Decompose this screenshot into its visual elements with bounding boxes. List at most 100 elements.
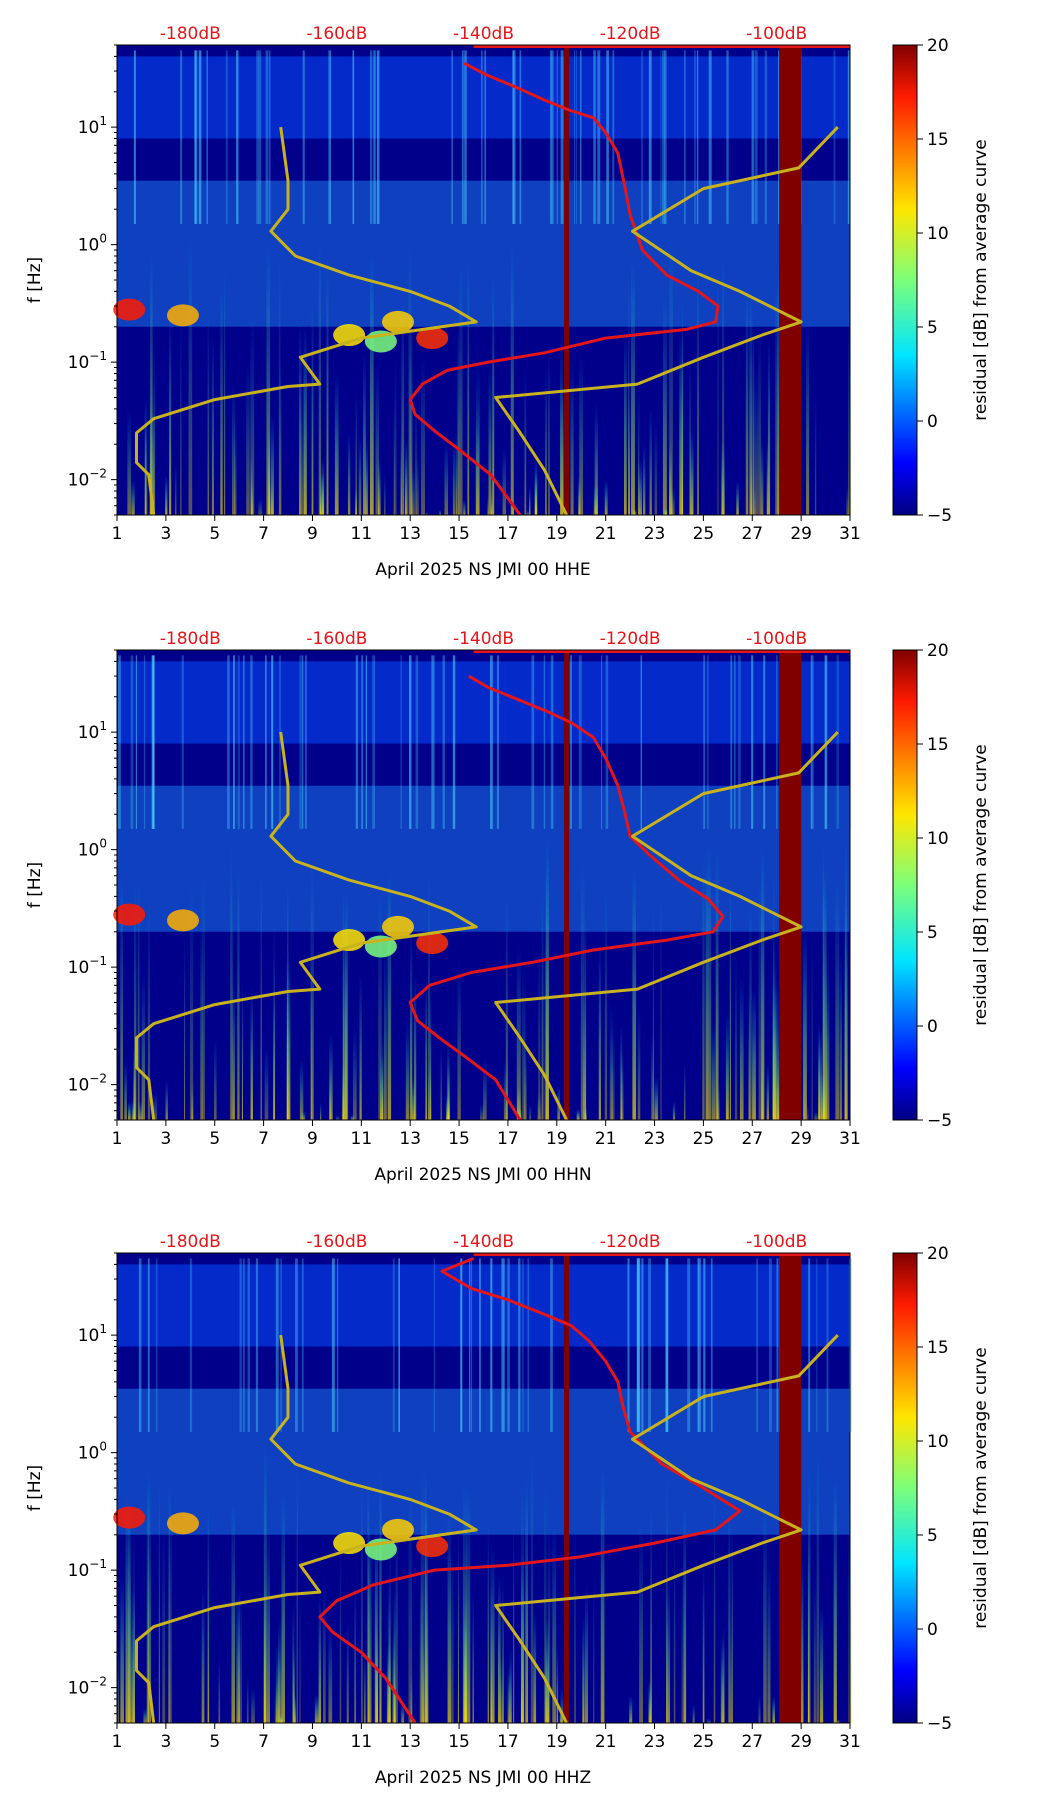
streak xyxy=(127,408,132,515)
streak xyxy=(206,50,208,224)
streak xyxy=(225,50,228,224)
energy-blob xyxy=(381,915,414,938)
streak xyxy=(250,655,252,829)
x-tick-label: 9 xyxy=(307,1732,318,1752)
streak xyxy=(487,494,489,515)
streak xyxy=(556,50,559,224)
top-db-label: -180dB xyxy=(160,629,221,649)
streak xyxy=(150,252,153,515)
streak xyxy=(314,1694,319,1723)
streak xyxy=(525,1478,529,1723)
streak xyxy=(763,655,766,829)
streak xyxy=(380,1054,384,1120)
y-tick-exponent: 0 xyxy=(99,1440,107,1454)
streak xyxy=(846,485,849,515)
streak xyxy=(355,390,357,515)
top-labels-2: -180dB -160dB -140dB -120dB -100dB xyxy=(160,629,807,649)
streak xyxy=(692,1703,695,1723)
colorbar-tick-label: 15 xyxy=(927,130,949,150)
streak xyxy=(387,870,392,1120)
streak xyxy=(237,655,241,829)
series-layer-2 xyxy=(135,650,850,1121)
streak xyxy=(153,1092,158,1120)
streak xyxy=(722,250,725,515)
streak xyxy=(299,655,302,829)
streak xyxy=(328,1621,333,1723)
colorbar-label-2: residual [dB] from average curve xyxy=(971,744,991,1025)
streak xyxy=(697,266,699,515)
y-tick-label: 10−2 xyxy=(68,467,107,491)
streak xyxy=(365,439,368,515)
streak xyxy=(721,438,725,515)
streak xyxy=(756,1258,758,1432)
streak xyxy=(604,885,608,1120)
colorbar-tick-label: 20 xyxy=(927,641,949,661)
streak xyxy=(833,50,836,224)
streak xyxy=(365,655,368,829)
colorbar-tick-label: −5 xyxy=(927,1714,952,1734)
streak xyxy=(395,1512,398,1723)
streak xyxy=(433,1258,436,1432)
streak xyxy=(175,461,177,515)
streak xyxy=(189,883,194,1120)
colorbar-tick-label: −5 xyxy=(927,506,952,526)
panel-2: 1 3 5 7 9 11 13 15 17 19 21 23 25 27 29 31 10110010−110… xyxy=(25,629,991,1185)
streak xyxy=(703,655,705,829)
streak xyxy=(279,655,281,829)
streak xyxy=(237,866,240,1120)
streak xyxy=(180,50,183,224)
streak xyxy=(145,398,147,515)
colorbar-tick-label: 10 xyxy=(927,829,949,849)
streak xyxy=(168,1481,170,1723)
colorbar-tick-label: −5 xyxy=(927,1111,952,1131)
streak xyxy=(490,1585,492,1723)
streak xyxy=(513,1516,515,1723)
streak xyxy=(339,1541,342,1723)
mask-columns-1 xyxy=(564,45,802,515)
streak xyxy=(124,1060,127,1120)
streak xyxy=(400,655,402,829)
streak xyxy=(462,1484,467,1723)
y-tick-label: 10−2 xyxy=(68,1675,107,1699)
streak xyxy=(729,878,731,1120)
streak xyxy=(654,420,658,515)
streak xyxy=(255,1258,259,1432)
x-tick-label: 1 xyxy=(112,1129,123,1149)
spectrogram-background-1 xyxy=(113,45,851,516)
streak xyxy=(352,1024,357,1120)
streak xyxy=(133,881,137,1120)
streak xyxy=(640,655,642,829)
y-tick-base: 10 xyxy=(68,958,90,978)
streak xyxy=(463,500,466,515)
streak xyxy=(711,1023,716,1120)
streak xyxy=(734,954,738,1120)
streak xyxy=(359,439,361,515)
y-tick-exponent: −2 xyxy=(89,467,107,481)
streak xyxy=(574,1525,576,1723)
y-tick-label: 10−1 xyxy=(68,954,107,978)
streak xyxy=(642,444,646,515)
x-tick-label: 25 xyxy=(693,1129,715,1149)
streak xyxy=(355,655,358,829)
x-tick-label: 19 xyxy=(546,524,568,544)
streak xyxy=(452,655,456,829)
streak xyxy=(320,1103,322,1120)
streak xyxy=(574,50,576,224)
streak xyxy=(510,243,514,515)
streak xyxy=(194,50,198,224)
y-tick-base: 10 xyxy=(68,1561,90,1581)
streak xyxy=(415,398,417,515)
streak xyxy=(550,1258,553,1432)
streak xyxy=(518,1108,522,1120)
streak xyxy=(717,253,719,515)
streak xyxy=(604,479,608,515)
streak xyxy=(298,320,302,515)
streak xyxy=(814,386,817,515)
streak xyxy=(637,1258,641,1432)
x-tick-label: 15 xyxy=(448,1732,470,1752)
streak xyxy=(165,1080,168,1120)
streak xyxy=(637,1004,641,1120)
top-red-bar xyxy=(473,650,850,653)
colorbar-label-3: residual [dB] from average curve xyxy=(971,1347,991,1628)
streak xyxy=(128,1504,131,1723)
